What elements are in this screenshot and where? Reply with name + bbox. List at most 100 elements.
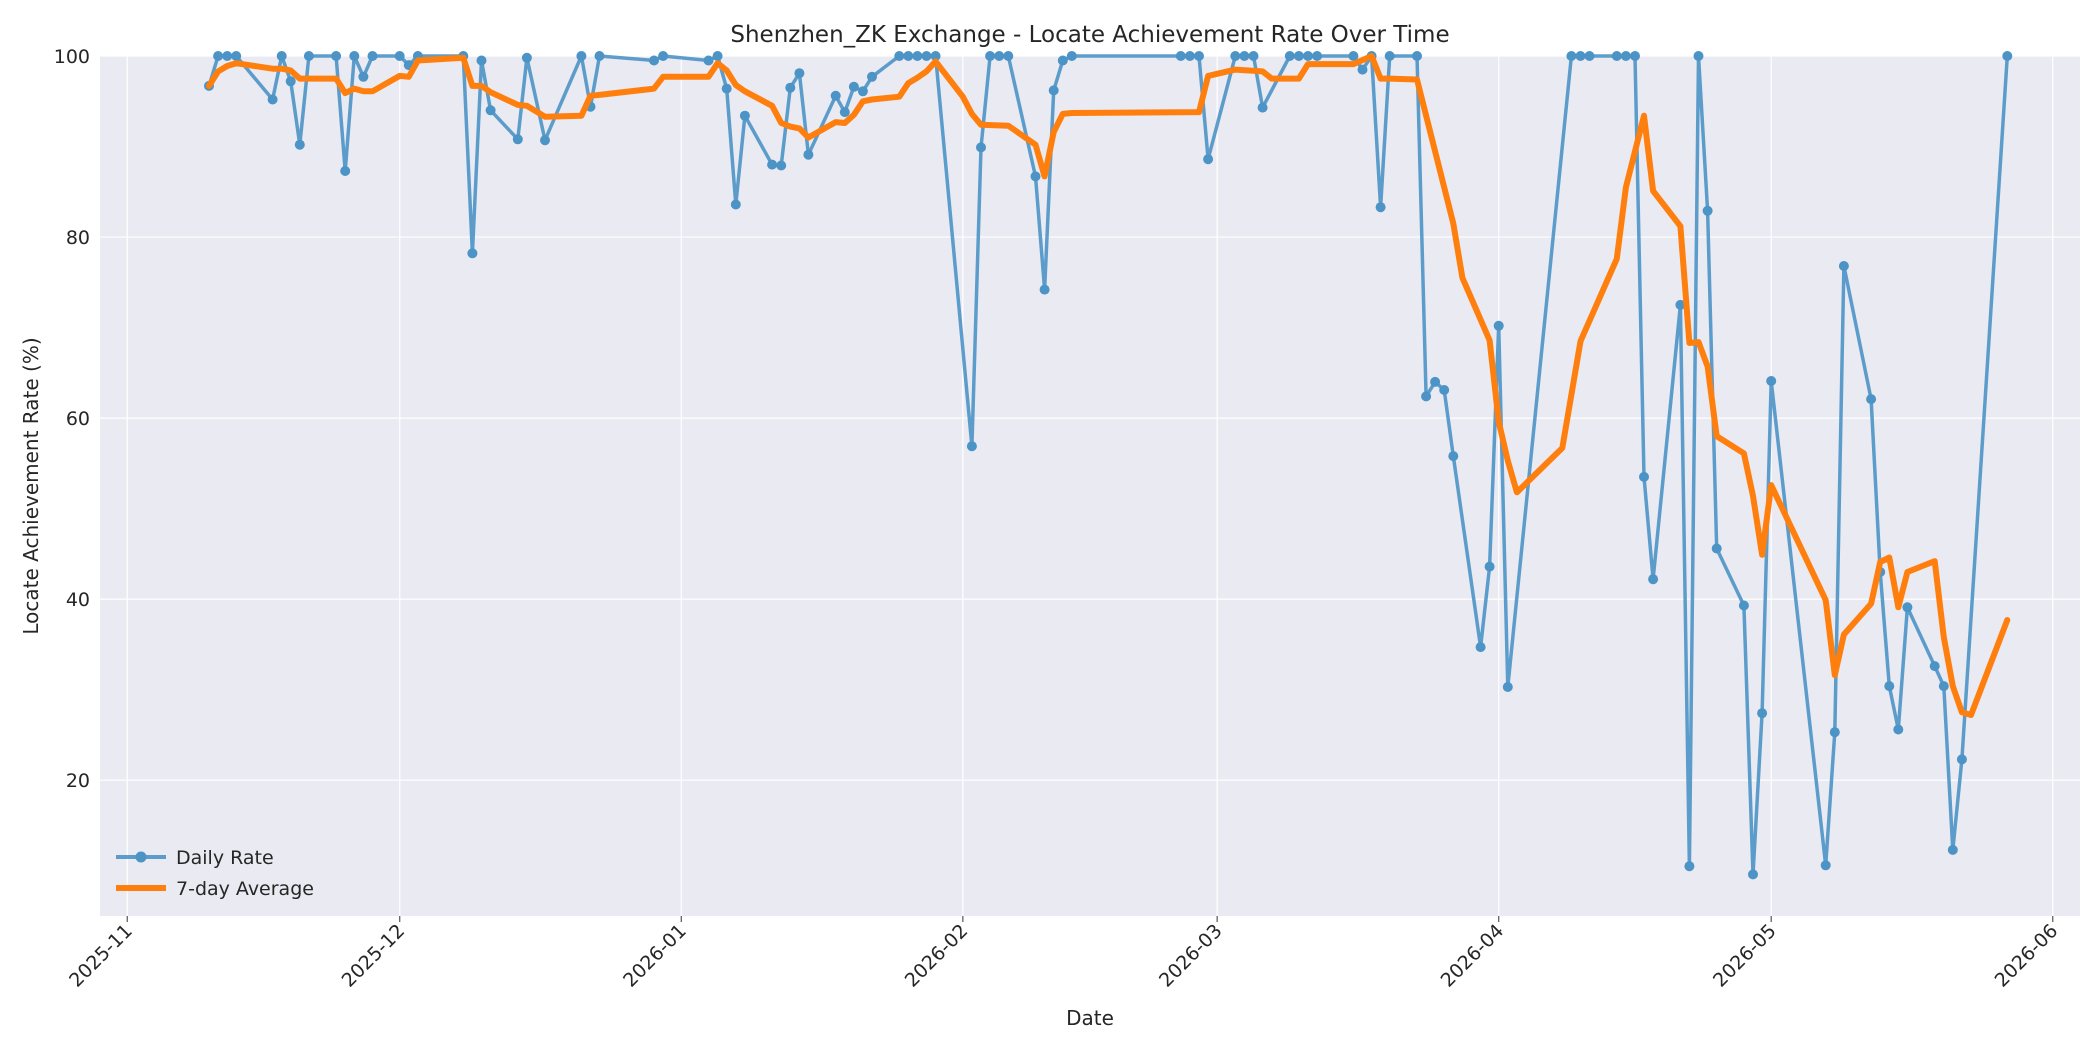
daily-rate-point <box>1929 661 1940 672</box>
daily-rate-point <box>1475 642 1486 653</box>
daily-rate-point <box>1575 51 1586 61</box>
daily-rate-point <box>1902 602 1913 613</box>
daily-rate-point <box>976 142 986 153</box>
daily-rate-point <box>367 51 378 61</box>
daily-rate-point <box>1639 471 1649 482</box>
daily-rate-point <box>294 139 305 150</box>
daily-rate-point <box>930 51 941 61</box>
legend-avg-label: 7-day Average <box>176 878 314 900</box>
daily-rate-point <box>776 160 787 171</box>
daily-rate-point <box>658 51 669 61</box>
daily-rate-point <box>1312 51 1323 61</box>
daily-rate-point <box>1866 394 1877 405</box>
y-tick-label: 100 <box>54 46 90 68</box>
daily-rate-point <box>1303 51 1313 61</box>
daily-rate-point <box>712 51 723 61</box>
daily-rate-point <box>512 134 523 145</box>
daily-rate-point <box>485 105 496 116</box>
daily-rate-point <box>839 107 850 118</box>
daily-rate-point <box>894 51 905 61</box>
daily-rate-point <box>285 76 296 87</box>
series-7day-average <box>206 53 2011 718</box>
x-tick-label: 2026-01 <box>619 920 691 992</box>
daily-rate-point <box>213 51 224 61</box>
daily-rate-point <box>994 51 1005 61</box>
legend-daily-marker <box>135 851 147 863</box>
daily-rate-point <box>803 149 814 160</box>
daily-rate-point <box>1648 574 1659 585</box>
daily-rate-point <box>867 71 877 82</box>
daily-rate-point <box>1348 51 1359 61</box>
daily-rate-point <box>1838 261 1849 271</box>
x-tick-label: 2026-04 <box>1437 920 1509 992</box>
daily-rate-point <box>1502 682 1513 692</box>
y-axis-label: Locate Achievement Rate (%) <box>19 337 43 634</box>
daily-rate-point <box>303 51 314 61</box>
daily-rate-point <box>985 51 996 61</box>
x-tick-label: 2026-06 <box>1991 920 2063 992</box>
x-tick-label: 2026-05 <box>1709 920 1781 992</box>
daily-rate-point <box>540 135 550 146</box>
daily-rate-point <box>1375 202 1386 213</box>
daily-rate-point <box>1057 55 1068 66</box>
daily-rate-point <box>1430 376 1441 387</box>
y-tick-label: 60 <box>66 408 90 430</box>
daily-rate-point <box>331 51 342 61</box>
daily-rate-point <box>222 51 233 61</box>
daily-rate-point <box>1357 64 1368 75</box>
daily-rate-point <box>1566 51 1577 61</box>
daily-rate-point <box>1711 543 1722 554</box>
daily-rate-point <box>1194 51 1204 61</box>
chart-title: Shenzhen_ZK Exchange - Locate Achievemen… <box>730 22 1449 48</box>
avg-line <box>206 53 2011 718</box>
x-axis-label: Date <box>1066 1006 1114 1030</box>
daily-rate-point <box>476 55 487 66</box>
daily-rate-point <box>276 51 287 61</box>
legend: Daily Rate 7-day Average <box>116 847 314 900</box>
daily-rate-point <box>1766 376 1777 386</box>
daily-rate-point <box>394 51 405 61</box>
series-daily-rate <box>204 51 2013 880</box>
daily-rate-point <box>1630 51 1640 61</box>
daily-rate-point <box>1412 51 1422 61</box>
daily-rate-point <box>1493 320 1504 331</box>
daily-rate-point <box>521 52 532 63</box>
daily-rate-point <box>1884 681 1895 692</box>
series-layer <box>204 51 2013 880</box>
daily-rate-point <box>467 248 478 259</box>
daily-rate-point <box>848 81 859 92</box>
daily-rate-point <box>358 71 369 82</box>
daily-rate-point <box>1820 860 1831 871</box>
daily-rate-point <box>576 51 587 61</box>
daily-rate-point <box>1757 708 1768 719</box>
x-tick-label: 2026-02 <box>901 920 973 992</box>
daily-rate-point <box>649 55 659 66</box>
daily-rate-point <box>1184 51 1195 61</box>
daily-rate-point <box>231 51 242 61</box>
daily-rate-point <box>767 159 778 170</box>
daily-rate-point <box>966 441 977 452</box>
daily-rate-point <box>1257 102 1268 113</box>
daily-rate-point <box>1829 727 1840 738</box>
daily-rate-point <box>1748 869 1758 880</box>
daily-rate-point <box>730 199 741 210</box>
daily-rate-point <box>1611 51 1622 61</box>
x-tick-label: 2025-12 <box>338 920 410 992</box>
y-tick-label: 40 <box>66 589 90 611</box>
y-tick-label: 80 <box>66 227 90 249</box>
daily-rate-point <box>1239 51 1250 61</box>
daily-rate-point <box>1584 51 1595 61</box>
x-tick-label: 2026-03 <box>1155 920 1227 992</box>
daily-rate-point <box>1947 844 1958 855</box>
daily-rate-point <box>830 90 841 101</box>
daily-rate-point <box>703 55 714 66</box>
daily-rate-point <box>1175 51 1186 61</box>
daily-rate-point <box>1248 51 1259 61</box>
daily-rate-point <box>1384 51 1395 61</box>
daily-rate-point <box>1439 385 1450 395</box>
daily-rate-point <box>1230 51 1241 61</box>
daily-rate-point <box>794 68 805 79</box>
daily-rate-point <box>267 94 278 105</box>
daily-rate-point <box>1684 861 1695 872</box>
daily-rate-point <box>349 51 360 61</box>
